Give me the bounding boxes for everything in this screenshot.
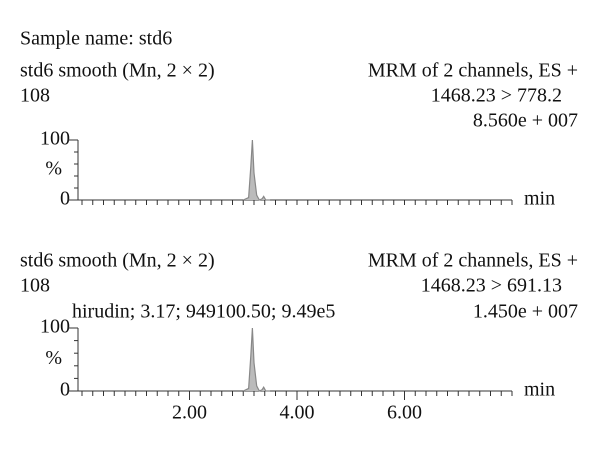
x-tick-label: 4.00 [280,402,315,424]
trace-title: std6 smooth (Mn, 2 × 2) [20,60,215,82]
transition: 1468.23 > 778.2 [431,85,562,107]
transition: 1468.23 > 691.13 [421,275,562,297]
y-tick-label: 0 [60,188,70,210]
y-axis-label: % [45,347,62,369]
y-axis-label: % [45,158,62,180]
method: MRM of 2 channels, ES + [368,60,578,82]
trace-title: std6 smooth (Mn, 2 × 2) [20,250,215,272]
trace-subtitle: 108 [20,85,50,107]
y-tick-label: 100 [40,128,70,150]
x-tick-label: 2.00 [172,402,207,424]
trace-subtitle: 108 [20,275,50,297]
x-tick-label: 6.00 [387,402,422,424]
sample-name: Sample name: std6 [20,28,172,50]
x-axis-label: min [524,188,555,210]
trace-line [242,327,271,392]
trace-line [243,139,271,201]
y-tick-label: 0 [60,379,70,401]
method: MRM of 2 channels, ES + [368,250,578,272]
intensity: 8.560e + 007 [473,110,578,132]
annotation: hirudin; 3.17; 949100.50; 9.49e5 [72,301,335,323]
x-axis-label: min [524,379,555,401]
y-tick-label: 100 [40,316,70,338]
intensity: 1.450e + 007 [473,301,578,323]
